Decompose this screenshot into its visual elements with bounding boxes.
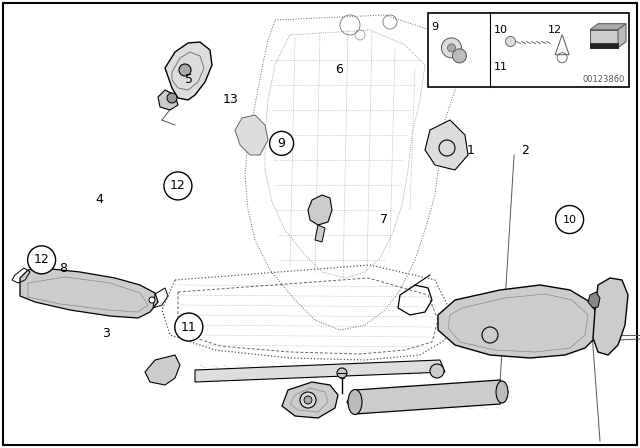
Text: 11: 11 [493,62,508,72]
Text: 6: 6 [335,63,343,76]
Text: 00123860: 00123860 [583,75,625,84]
Circle shape [506,37,516,47]
Text: 10: 10 [563,215,577,224]
Ellipse shape [348,389,362,414]
Text: 9: 9 [278,137,285,150]
Circle shape [164,172,192,200]
Circle shape [28,246,56,274]
Circle shape [175,313,203,341]
Polygon shape [158,90,178,110]
Circle shape [167,93,177,103]
Text: 12: 12 [170,179,186,193]
Polygon shape [425,120,468,170]
Polygon shape [235,115,268,155]
Polygon shape [308,195,332,225]
Polygon shape [590,43,618,47]
Text: 11: 11 [181,320,196,334]
Polygon shape [145,355,180,385]
Circle shape [269,131,294,155]
Bar [428,13,629,87]
Circle shape [300,392,316,408]
Circle shape [179,64,191,76]
Polygon shape [282,382,338,418]
Polygon shape [593,278,628,355]
Text: 3: 3 [102,327,109,340]
Polygon shape [195,360,445,382]
Circle shape [430,364,444,378]
Text: 5: 5 [185,73,193,86]
Text: 12: 12 [548,25,563,34]
Polygon shape [20,268,158,318]
Text: 7: 7 [380,213,388,226]
Text: 12: 12 [34,253,49,267]
Circle shape [304,396,312,404]
Polygon shape [590,30,618,47]
Text: 4: 4 [95,193,103,206]
Polygon shape [347,380,508,414]
Polygon shape [165,42,212,100]
Circle shape [452,49,467,63]
Ellipse shape [496,381,508,403]
Polygon shape [315,225,325,242]
Polygon shape [588,292,600,308]
Polygon shape [590,24,626,30]
Circle shape [442,38,461,58]
Circle shape [556,206,584,233]
Text: 2: 2 [521,143,529,157]
Polygon shape [438,285,600,358]
Circle shape [337,368,347,378]
Text: 1: 1 [467,143,474,157]
Text: 10: 10 [493,25,508,34]
Polygon shape [618,24,626,47]
Text: 8: 8 [59,262,67,276]
Circle shape [447,44,456,52]
Circle shape [149,297,155,303]
Text: 13: 13 [223,93,238,106]
Text: 9: 9 [431,22,438,32]
